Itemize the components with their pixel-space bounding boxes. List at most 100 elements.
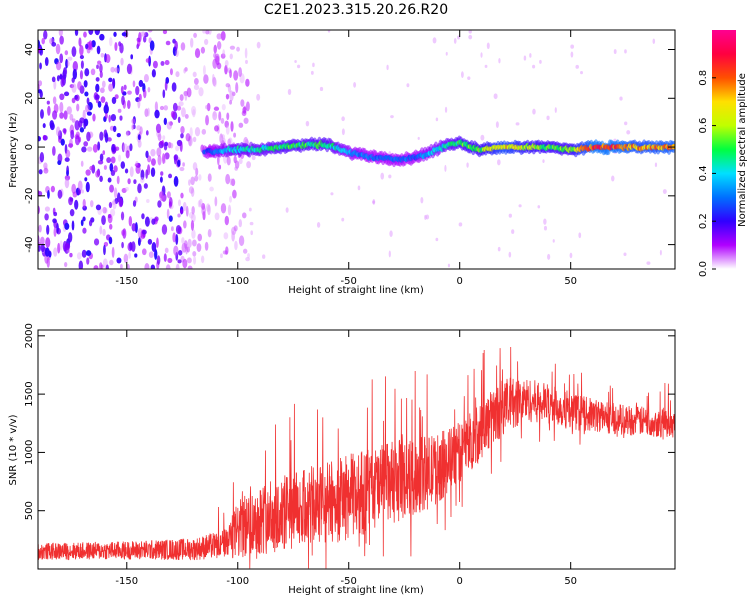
heatmap-cell xyxy=(49,122,55,131)
heatmap-cell xyxy=(55,43,61,55)
snr-series-line xyxy=(38,347,675,569)
heatmap-cell xyxy=(174,40,178,51)
heatmap-cell xyxy=(50,185,55,193)
heatmap-cell xyxy=(207,229,212,238)
heatmap-cell xyxy=(38,80,43,87)
heatmap-cell xyxy=(197,200,201,208)
heatmap-cell xyxy=(144,263,150,269)
heatmap-cell xyxy=(111,200,116,205)
heatmap-cell xyxy=(172,102,178,112)
heatmap-cell xyxy=(208,30,212,35)
heatmap-cell xyxy=(39,62,42,70)
heatmap-cell xyxy=(200,46,206,54)
x-tick-label: -150 xyxy=(115,276,138,287)
heatmap-cell xyxy=(162,135,166,141)
heatmap-cell xyxy=(78,189,81,195)
heatmap-cell xyxy=(59,35,64,45)
heatmap-cell xyxy=(114,42,118,52)
heatmap-cell xyxy=(64,242,71,251)
heatmap-cell xyxy=(42,134,47,141)
heatmap-cell xyxy=(42,123,46,129)
heatmap-cell xyxy=(420,196,424,204)
heatmap-cell xyxy=(185,133,191,142)
heatmap-cell xyxy=(76,252,82,260)
heatmap-cell xyxy=(532,108,536,115)
heatmap-cell xyxy=(144,108,149,118)
heatmap-cell xyxy=(212,76,217,87)
heatmap-cell xyxy=(66,106,72,115)
heatmap-cell xyxy=(646,261,651,265)
heatmap-cell xyxy=(145,58,150,63)
heatmap-cell xyxy=(220,137,225,144)
heatmap-cell xyxy=(453,38,457,44)
heatmap-cell xyxy=(119,42,124,54)
heatmap-cell xyxy=(71,97,76,104)
heatmap-cell xyxy=(79,44,84,56)
heatmap-cell xyxy=(163,253,167,262)
heatmap-cell xyxy=(190,37,194,48)
heatmap-cell xyxy=(193,77,199,85)
heatmap-cell xyxy=(165,40,171,46)
x-axis-ticks-bottom: -150 -100 -50 0 50 xyxy=(115,330,577,587)
heatmap-cell xyxy=(99,175,103,182)
heatmap-cell xyxy=(102,228,106,237)
heatmap-cell xyxy=(233,155,237,164)
heatmap-cell xyxy=(88,30,94,35)
heatmap-cell xyxy=(435,237,439,242)
heatmap-cell xyxy=(184,67,188,72)
heatmap-cell xyxy=(198,174,202,181)
heatmap-cell xyxy=(170,110,176,118)
heatmap-cell xyxy=(150,148,156,157)
heatmap-cell xyxy=(163,105,169,111)
heatmap-cell xyxy=(177,159,181,167)
heatmap-cell xyxy=(156,237,159,248)
heatmap-cell xyxy=(205,104,209,110)
heatmap-cell xyxy=(139,126,143,135)
heatmap-cell xyxy=(198,198,203,208)
heatmap-cell xyxy=(145,150,149,159)
heatmap-cell xyxy=(103,104,109,115)
heatmap-cell xyxy=(113,187,118,199)
heatmap-cell xyxy=(57,242,61,254)
heatmap-cell xyxy=(287,88,292,96)
heatmap-cell xyxy=(40,236,45,246)
heatmap-cell xyxy=(79,55,84,60)
heatmap-cell xyxy=(231,178,236,187)
heatmap-cell xyxy=(181,237,185,244)
heatmap-cell xyxy=(168,173,173,179)
heatmap-cell xyxy=(43,30,48,40)
heatmap-cell xyxy=(480,52,483,58)
heatmap-cell xyxy=(435,117,439,122)
heatmap-cell xyxy=(43,162,48,170)
heatmap-cell xyxy=(238,158,243,165)
heatmap-cell xyxy=(160,61,165,66)
heatmap-cell xyxy=(140,169,145,181)
heatmap-cell xyxy=(110,66,115,73)
heatmap-cell xyxy=(164,60,170,66)
heatmap-cell xyxy=(580,70,583,75)
heatmap-cell xyxy=(224,215,229,226)
heatmap-cell xyxy=(542,159,545,163)
heatmap-cell xyxy=(108,114,111,123)
heatmap-cell xyxy=(40,109,44,119)
heatmap-cell xyxy=(60,138,65,146)
heatmap-cell xyxy=(242,212,247,219)
colorbar: 0.0 0.2 0.4 0.6 0.8 Normalized spectral ampl… xyxy=(698,30,748,277)
heatmap-cell xyxy=(69,209,75,217)
heatmap-cell xyxy=(161,153,166,165)
heatmap-cell xyxy=(74,199,79,210)
y-tick-label: 1000 xyxy=(24,440,35,465)
heatmap-cell xyxy=(611,175,615,182)
heatmap-cell xyxy=(43,167,49,174)
heatmap-cell xyxy=(57,189,63,199)
x-tick-label: -150 xyxy=(115,576,138,587)
heatmap-cell xyxy=(64,222,70,230)
heatmap-cell xyxy=(71,46,77,57)
heatmap-cell xyxy=(242,248,248,254)
heatmap-cell xyxy=(214,212,220,221)
heatmap-cell xyxy=(108,77,113,83)
heatmap-cell xyxy=(213,79,217,88)
heatmap-cell xyxy=(234,166,238,171)
heatmap-cell xyxy=(105,53,111,64)
heatmap-cell xyxy=(168,197,173,207)
